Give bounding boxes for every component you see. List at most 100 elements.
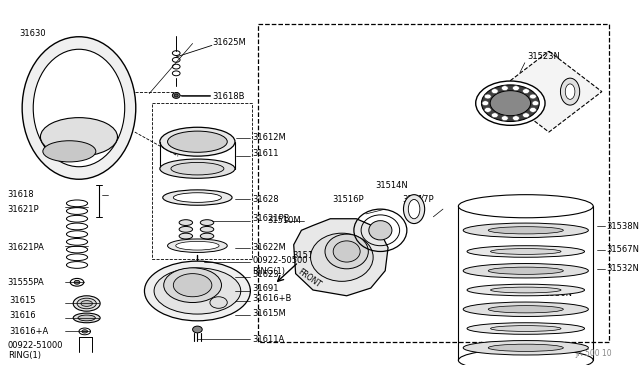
Text: 31532N: 31532N (499, 89, 532, 98)
Polygon shape (294, 219, 388, 296)
Ellipse shape (174, 290, 221, 302)
Ellipse shape (79, 328, 90, 335)
Ellipse shape (160, 127, 235, 156)
Ellipse shape (488, 306, 563, 313)
Text: 31622M: 31622M (252, 243, 286, 252)
Ellipse shape (171, 163, 224, 175)
Text: 31538N: 31538N (607, 222, 639, 231)
Text: 31618: 31618 (8, 190, 35, 199)
Ellipse shape (145, 261, 250, 321)
Ellipse shape (182, 292, 213, 299)
Ellipse shape (482, 101, 489, 106)
Ellipse shape (73, 296, 100, 311)
Ellipse shape (310, 233, 373, 281)
Ellipse shape (168, 131, 227, 152)
Ellipse shape (200, 227, 214, 232)
Ellipse shape (490, 326, 561, 331)
Text: 31516P: 31516P (332, 195, 364, 204)
Ellipse shape (168, 239, 227, 253)
Ellipse shape (523, 113, 529, 118)
Ellipse shape (176, 241, 219, 250)
Ellipse shape (179, 220, 193, 225)
Ellipse shape (488, 227, 563, 234)
Ellipse shape (561, 78, 580, 105)
Ellipse shape (513, 116, 519, 121)
Ellipse shape (81, 301, 92, 307)
Ellipse shape (488, 267, 563, 275)
Polygon shape (496, 51, 602, 132)
Text: 31621P: 31621P (8, 205, 39, 214)
Ellipse shape (529, 94, 536, 99)
Text: 31612M: 31612M (252, 133, 286, 142)
Text: 31555PA: 31555PA (8, 278, 44, 287)
Ellipse shape (43, 141, 96, 162)
Text: 31623: 31623 (252, 270, 279, 279)
Ellipse shape (333, 241, 360, 262)
Text: 31616: 31616 (10, 311, 36, 320)
Text: 31517P: 31517P (403, 195, 434, 204)
Ellipse shape (501, 116, 508, 121)
Text: 31536N: 31536N (502, 326, 536, 335)
Ellipse shape (172, 272, 223, 285)
Ellipse shape (154, 268, 241, 314)
Ellipse shape (463, 340, 588, 355)
Ellipse shape (490, 287, 561, 293)
Bar (258, 24, 609, 342)
Ellipse shape (200, 220, 214, 225)
Ellipse shape (467, 323, 584, 334)
Text: FRONT: FRONT (296, 267, 323, 289)
Text: 31611A: 31611A (252, 334, 285, 344)
Text: 31615M: 31615M (252, 309, 286, 318)
Ellipse shape (403, 195, 425, 224)
Ellipse shape (408, 199, 420, 219)
Text: 00922-50500: 00922-50500 (252, 256, 308, 264)
Ellipse shape (173, 274, 212, 297)
Ellipse shape (484, 94, 491, 99)
Ellipse shape (490, 91, 531, 116)
Text: 31621PB: 31621PB (252, 214, 290, 223)
Ellipse shape (467, 246, 584, 257)
Ellipse shape (325, 234, 369, 269)
Ellipse shape (70, 279, 84, 286)
Ellipse shape (501, 86, 508, 90)
Ellipse shape (193, 326, 202, 333)
Text: 31529N: 31529N (489, 343, 522, 352)
Ellipse shape (73, 313, 100, 323)
Ellipse shape (481, 85, 540, 122)
Text: JR 500 10: JR 500 10 (576, 349, 612, 358)
Text: 31523N: 31523N (528, 52, 561, 61)
Ellipse shape (476, 81, 545, 125)
Ellipse shape (488, 344, 563, 352)
Ellipse shape (78, 315, 95, 321)
Text: 31615: 31615 (10, 296, 36, 305)
Text: 31536N: 31536N (540, 289, 572, 298)
Text: 31621PA: 31621PA (8, 243, 45, 252)
Text: 31616+B: 31616+B (252, 294, 292, 303)
Ellipse shape (492, 113, 498, 118)
Ellipse shape (210, 297, 227, 308)
Text: RING(1): RING(1) (8, 351, 41, 360)
Bar (152, 103, 252, 259)
Text: 31511M: 31511M (292, 251, 326, 260)
Text: 00922-51000: 00922-51000 (8, 341, 63, 350)
Ellipse shape (180, 275, 214, 282)
Ellipse shape (565, 84, 575, 99)
Ellipse shape (164, 268, 221, 302)
Ellipse shape (532, 101, 539, 106)
Text: 31532N: 31532N (607, 264, 639, 273)
Ellipse shape (163, 190, 232, 205)
Text: 31691: 31691 (252, 283, 279, 292)
Text: 31628: 31628 (252, 195, 279, 204)
Ellipse shape (467, 284, 584, 296)
Text: RING(1): RING(1) (252, 267, 285, 276)
Ellipse shape (200, 233, 214, 239)
Ellipse shape (22, 37, 136, 179)
Text: 31618B: 31618B (212, 92, 244, 101)
Ellipse shape (513, 86, 519, 90)
Text: 31510M: 31510M (268, 216, 301, 225)
Text: 31625M: 31625M (212, 38, 246, 47)
Ellipse shape (369, 221, 392, 240)
Ellipse shape (179, 233, 193, 239)
Ellipse shape (529, 108, 536, 112)
Ellipse shape (77, 298, 96, 309)
